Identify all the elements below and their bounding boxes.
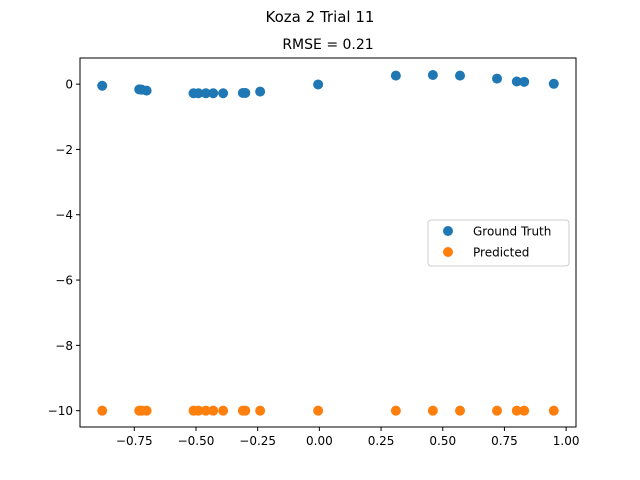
x-tick-label: 0.25 [368, 434, 395, 448]
legend-marker-predicted [443, 247, 453, 257]
legend-marker-ground-truth [443, 226, 453, 236]
x-tick-label: 0.00 [306, 434, 333, 448]
x-tick-label: 0.75 [491, 434, 518, 448]
point-predicted-17 [511, 405, 522, 416]
x-axis: −0.75 −0.50 −0.25 0.00 0.25 0.50 0.75 1.00 [116, 427, 580, 448]
point-ground-truth-18 [519, 76, 530, 87]
chart-title: RMSE = 0.21 [282, 37, 373, 53]
point-ground-truth-14 [427, 69, 438, 80]
point-predicted-3 [141, 405, 152, 416]
x-tick-label: −0.25 [239, 434, 276, 448]
markers-layer [97, 69, 559, 416]
point-ground-truth-6 [200, 88, 211, 99]
legend-label-ground-truth: Ground Truth [473, 225, 551, 239]
x-tick-label: 0.50 [429, 434, 456, 448]
x-tick-label: −0.50 [178, 434, 215, 448]
y-tick-label: −6 [55, 274, 73, 288]
point-predicted-11 [255, 405, 266, 416]
y-tick-label: −4 [55, 208, 73, 222]
point-ground-truth-10 [240, 87, 251, 98]
point-predicted-13 [390, 405, 401, 416]
y-tick-label: −8 [55, 339, 73, 353]
point-ground-truth-8 [218, 88, 229, 99]
point-predicted-12 [313, 405, 324, 416]
point-predicted-15 [455, 405, 466, 416]
point-predicted-8 [218, 405, 229, 416]
point-predicted-7 [208, 405, 219, 416]
x-tick-label: 1.00 [553, 434, 580, 448]
y-tick-label: −10 [48, 404, 73, 418]
point-ground-truth-17 [511, 76, 522, 87]
point-predicted-5 [193, 405, 204, 416]
point-ground-truth-3 [141, 85, 152, 96]
legend: Ground Truth Predicted [427, 219, 570, 267]
legend-label-predicted: Predicted [473, 246, 529, 260]
figure-suptitle: Koza 2 Trial 11 [266, 8, 375, 26]
point-ground-truth-13 [390, 70, 401, 81]
point-ground-truth-11 [255, 86, 266, 97]
point-ground-truth-5 [193, 88, 204, 99]
point-ground-truth-16 [492, 73, 503, 84]
point-predicted-10 [240, 405, 251, 416]
point-predicted-16 [492, 405, 503, 416]
y-tick-label: −2 [55, 143, 73, 157]
y-tick-label: 0 [65, 78, 73, 92]
point-predicted-6 [200, 405, 211, 416]
point-predicted-14 [427, 405, 438, 416]
point-predicted-18 [519, 405, 530, 416]
y-axis: 0 −2 −4 −6 −8 −10 [48, 78, 80, 418]
plot-area [79, 57, 577, 428]
legend-frame [427, 219, 570, 267]
x-tick-label: −0.75 [116, 434, 153, 448]
point-ground-truth-7 [208, 88, 219, 99]
point-predicted-19 [548, 405, 559, 416]
point-ground-truth-15 [455, 70, 466, 81]
point-ground-truth-12 [313, 79, 324, 90]
point-ground-truth-0 [97, 80, 108, 91]
point-predicted-0 [97, 405, 108, 416]
axes-frame [79, 57, 577, 428]
point-ground-truth-19 [548, 78, 559, 89]
